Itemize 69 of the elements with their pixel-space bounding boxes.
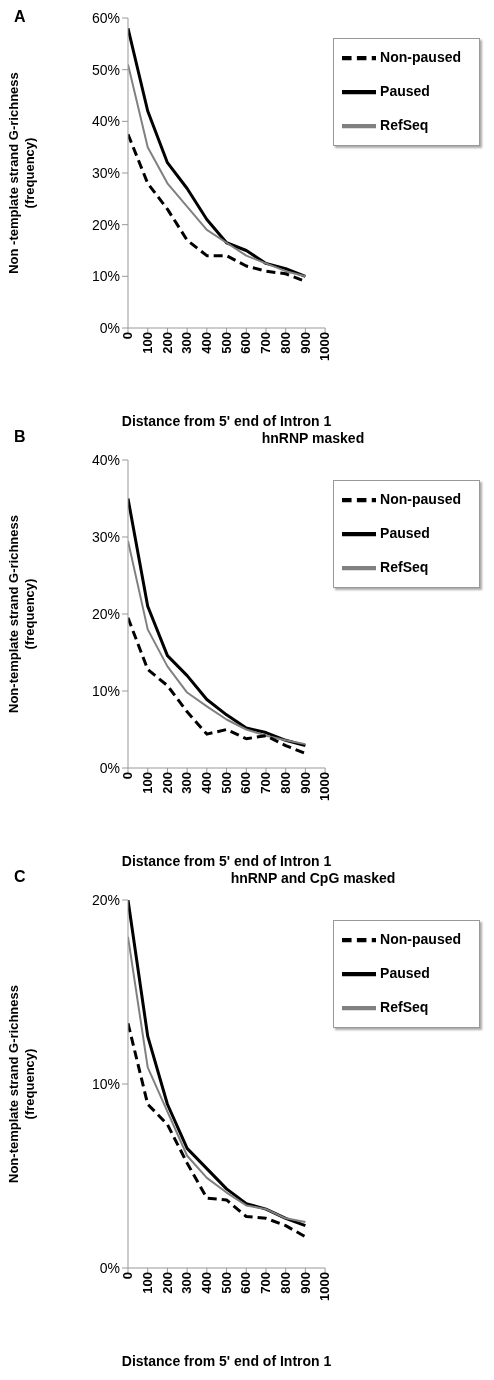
x-tick-label: 0 [120, 1272, 136, 1280]
line-series [128, 1021, 307, 1239]
legend-label: Paused [380, 525, 430, 542]
y-axis-title: Non -template strand G-richness (frequency) [6, 72, 37, 274]
x-tick-label: 900 [297, 332, 313, 354]
x-tick-label: 1000 [317, 332, 333, 361]
legend-label: Non-paused [380, 931, 461, 948]
x-axis-title: Distance from 5' end of Intron 1 [121, 413, 332, 429]
x-tick-label: 200 [159, 1272, 175, 1294]
x-tick-label: 1000 [317, 772, 333, 801]
x-tick-label: 700 [258, 772, 274, 794]
x-axis-title: Distance from 5' end of Intron 1 [121, 1353, 332, 1369]
y-tick-label: 0% [99, 319, 120, 336]
x-tick-label: 0 [120, 772, 136, 780]
text: B [14, 428, 26, 446]
x-tick-label: 800 [277, 772, 293, 794]
x-tick-label: 1000 [317, 1272, 333, 1301]
x-tick-label: 400 [199, 1272, 215, 1294]
x-tick-label: 600 [238, 772, 254, 794]
x-tick-label: 100 [139, 1272, 155, 1294]
y-tick-label: 10% [91, 1075, 120, 1092]
y-tick-label: 0% [99, 759, 120, 776]
x-tick-label: 0 [120, 332, 136, 340]
y-tick-label: 10% [91, 682, 120, 699]
x-tick-label: 200 [159, 772, 175, 794]
y-tick-label: 50% [91, 61, 120, 78]
x-tick-label: 300 [179, 772, 195, 794]
y-tick-label: 40% [91, 451, 120, 468]
text: A [14, 8, 26, 26]
legend-label: RefSeq [380, 999, 429, 1016]
legend-label: Non-paused [380, 491, 461, 508]
x-tick-label: 100 [139, 772, 155, 794]
legend-label: RefSeq [380, 559, 429, 576]
chart-title: hnRNP masked [260, 430, 366, 446]
legend-label: Paused [380, 83, 430, 100]
y-tick-label: 10% [91, 268, 120, 285]
x-tick-label: 600 [238, 1272, 254, 1294]
legend-label: RefSeq [380, 117, 429, 134]
x-tick-label: 500 [218, 1272, 234, 1294]
x-tick-label: 900 [297, 772, 313, 794]
x-tick-label: 800 [277, 1272, 293, 1294]
legend-label: Non-paused [380, 49, 461, 66]
x-tick-label: 300 [179, 332, 195, 354]
x-axis-title: Distance from 5' end of Intron 1 [121, 853, 332, 869]
y-tick-label: 20% [91, 216, 120, 233]
x-tick-label: 400 [199, 772, 215, 794]
y-tick-label: 40% [91, 113, 120, 130]
chart-title: hnRNP and CpG masked [229, 870, 397, 886]
y-tick-label: 30% [91, 528, 120, 545]
x-tick-label: 700 [258, 1272, 274, 1294]
y-tick-label: 0% [99, 1259, 120, 1276]
x-tick-label: 800 [277, 332, 293, 354]
x-tick-label: 700 [258, 332, 274, 354]
x-tick-label: 600 [238, 332, 254, 354]
x-tick-label: 100 [139, 332, 155, 354]
y-axis-title: Non-template strand G-richness (frequency) [6, 985, 37, 1183]
x-tick-label: 500 [218, 332, 234, 354]
x-tick-label: 500 [218, 772, 234, 794]
y-tick-label: 20% [91, 605, 120, 622]
y-tick-label: 20% [91, 891, 120, 908]
y-tick-label: 30% [91, 164, 120, 181]
text: C [14, 868, 26, 886]
x-tick-label: 900 [297, 1272, 313, 1294]
y-tick-label: 60% [91, 9, 120, 26]
legend-label: Paused [380, 965, 430, 982]
x-tick-label: 300 [179, 1272, 195, 1294]
x-tick-label: 200 [159, 332, 175, 354]
x-tick-label: 400 [199, 332, 215, 354]
y-axis-title: Non-template strand G-richness (frequency) [6, 515, 37, 713]
